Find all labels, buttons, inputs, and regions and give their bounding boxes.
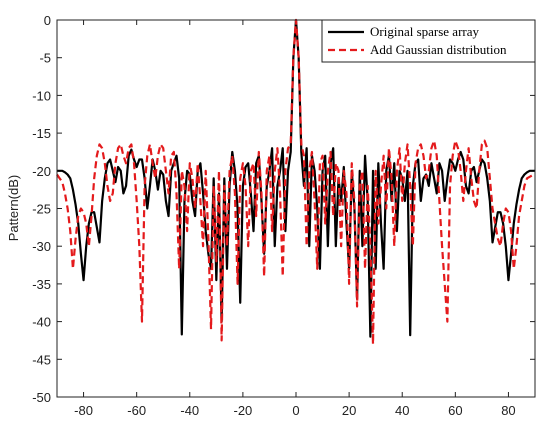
y-tick-label: -40	[32, 315, 51, 330]
x-tick-label: -40	[180, 403, 199, 418]
x-tick-label: 80	[501, 403, 515, 418]
y-tick-label: 0	[44, 13, 51, 28]
y-tick-label: -25	[32, 202, 51, 217]
y-tick-label: -10	[32, 88, 51, 103]
y-tick-label: -15	[32, 126, 51, 141]
x-tick-label: -80	[74, 403, 93, 418]
legend-label: Add Gaussian distribution	[370, 42, 507, 57]
plot-frame	[56, 19, 536, 398]
x-tick-label: 20	[342, 403, 356, 418]
legend-label: Original sparse array	[370, 24, 480, 39]
x-tick-label: -20	[233, 403, 252, 418]
x-tick-label: -60	[127, 403, 146, 418]
y-tick-label: -45	[32, 352, 51, 367]
x-tick-label: 0	[292, 403, 299, 418]
legend: Original sparse array Add Gaussian distri…	[321, 19, 536, 63]
x-tick-label: 60	[448, 403, 462, 418]
y-tick-label: -30	[32, 239, 51, 254]
legend-box	[321, 19, 536, 63]
y-tick-label: -20	[32, 164, 51, 179]
y-axis-label: Pattern(dB)	[6, 175, 21, 241]
y-tick-label: -5	[39, 51, 51, 66]
x-tick-label: 40	[395, 403, 409, 418]
y-tick-label: -50	[32, 390, 51, 405]
y-tick-label: -35	[32, 277, 51, 292]
